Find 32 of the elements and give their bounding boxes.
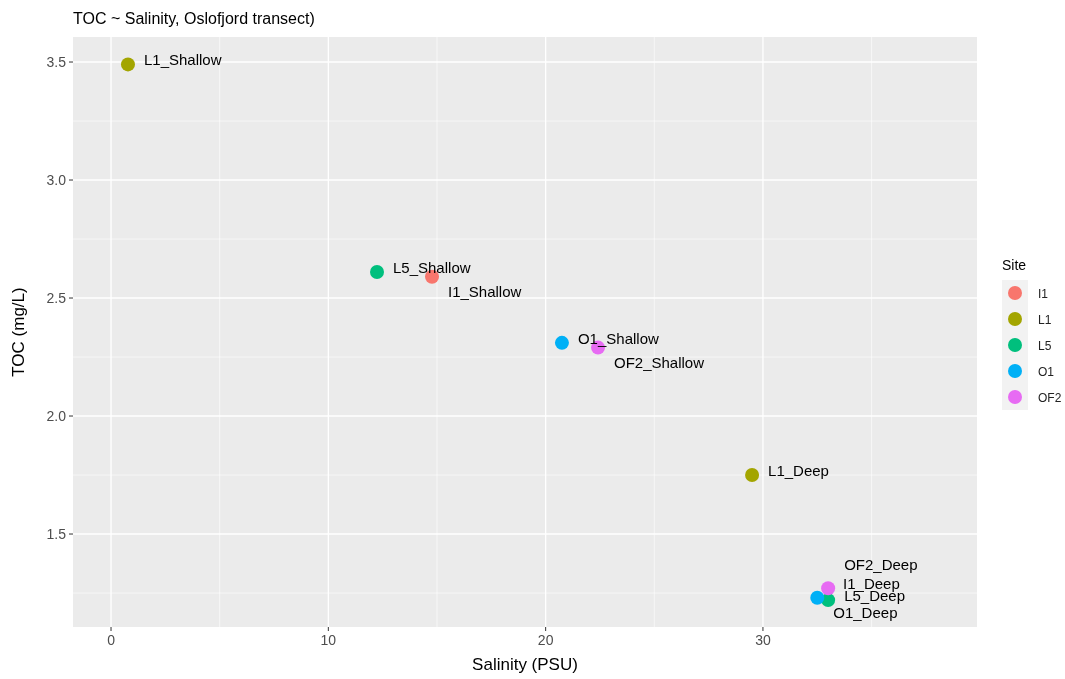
point	[821, 581, 836, 596]
legend-title: Site	[1002, 257, 1027, 273]
legend-label: L1	[1038, 313, 1052, 327]
annotation: I1_Shallow	[447, 282, 522, 300]
point	[745, 468, 760, 483]
x-tick-label: 30	[755, 632, 771, 648]
y-tick-label: 2.0	[46, 408, 67, 425]
annotation: O1_Shallow	[577, 329, 659, 347]
legend-label: OF2	[1038, 391, 1062, 405]
x-tick-label: 0	[107, 632, 116, 648]
legend-label: I1	[1038, 287, 1049, 301]
annotation: OF2_Deep	[844, 556, 918, 574]
legend-label: L5	[1038, 339, 1052, 353]
annotation: OF2_Shallow	[614, 353, 705, 371]
point	[810, 590, 825, 605]
y-axis-title: TOC (mg/L)	[9, 287, 28, 377]
annotation: L1_Shallow	[143, 51, 222, 69]
annotation: O1_Deep	[833, 603, 898, 621]
y-tick-label: 3.0	[46, 172, 67, 189]
x-tick-label: 20	[537, 632, 554, 648]
x-tick-label: 10	[320, 632, 337, 648]
point	[120, 57, 135, 72]
annotation: L1_Deep	[768, 462, 829, 480]
legend-label: O1	[1038, 365, 1055, 379]
annotation: L5_Shallow	[393, 259, 471, 277]
x-axis-title: Salinity (PSU)	[472, 655, 578, 674]
point	[554, 335, 569, 350]
y-tick-label: 3.5	[46, 54, 67, 71]
point	[370, 265, 385, 280]
y-tick-label: 1.5	[46, 526, 67, 543]
chart-title: TOC ~ Salinity, Oslofjord transect)	[73, 10, 315, 27]
y-tick-label: 2.5	[46, 290, 67, 307]
